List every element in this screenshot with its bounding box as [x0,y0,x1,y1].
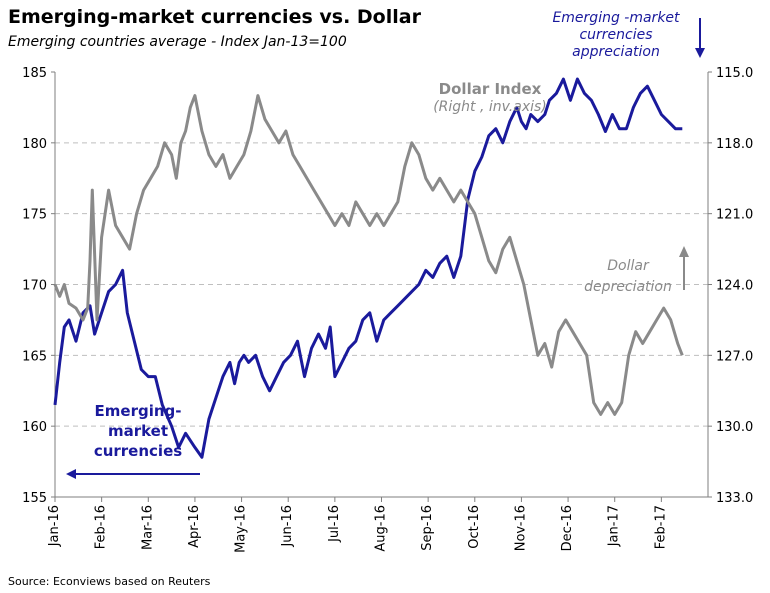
y-axis-left-ticks: 155 160 165 170 175 180 185 [22,66,55,506]
x-tick-label: Feb-16 [94,505,109,549]
chart-title: Emerging-market currencies vs. Dollar [8,6,421,28]
x-tick-label: Aug-16 [374,505,389,552]
y-right-tick-label: 115.0 [716,66,753,81]
source-note: Source: Econviews based on Reuters [8,575,211,588]
annotation-line: Emerging- [94,402,182,420]
annotation-line: market [107,422,169,440]
annotation-arrows [66,18,705,479]
y-left-tick-label: 180 [22,137,47,152]
dollar-index-sublabel: (Right , inv.axis) [433,99,547,115]
y-right-tick-label: 127.0 [716,349,753,364]
y-right-tick-label: 133.0 [716,491,753,506]
x-tick-label: May-16 [234,505,249,553]
annotation-line: Emerging -market [552,10,680,26]
x-tick-label: Feb-17 [653,505,668,549]
y-axis-right-ticks: 115.0 118.0 121.0 124.0 127.0 130.0 133.0 [708,66,753,506]
dollar-depreciation-annotation: Dollar depreciation [572,256,684,298]
annotation-line: depreciation [584,279,672,295]
x-tick-label: Jan-16 [47,505,62,547]
y-left-tick-label: 185 [22,66,47,81]
y-left-tick-label: 170 [22,279,47,294]
y-right-tick-label: 130.0 [716,420,753,435]
series-line-dollar-index [53,94,684,416]
em-currencies-arrowhead [66,469,76,479]
annotation-line: currencies [93,442,183,460]
x-tick-label: Jun-16 [280,505,295,548]
y-left-tick-label: 160 [22,420,47,435]
annotation-line: currencies [579,27,653,43]
y-right-tick-label: 124.0 [716,279,753,294]
chart-subtitle: Emerging countries average - Index Jan-1… [8,34,347,50]
x-tick-label: Dec-16 [560,505,575,551]
dollar-depreciation-arrowhead [679,246,689,257]
x-tick-label: Sep-16 [420,505,435,551]
y-right-tick-label: 121.0 [716,208,753,223]
x-tick-label: Jan-17 [607,505,622,547]
y-right-tick-label: 118.0 [716,137,753,152]
series-line-em-currencies [53,77,683,459]
series-lines [53,77,684,459]
em-appreciation-annotation: Emerging -market currencies appreciation [548,10,684,61]
y-left-tick-label: 175 [22,208,47,223]
dollar-index-label: Dollar Index [438,80,542,98]
annotation-line: Dollar [607,258,649,274]
x-tick-label: Oct-16 [467,505,482,549]
x-tick-label: Mar-16 [140,505,155,550]
x-tick-label: Apr-16 [187,505,202,548]
y-left-tick-label: 155 [22,491,47,506]
em-appreciation-arrowhead [695,48,705,58]
x-tick-label: Nov-16 [513,505,528,551]
x-axis-ticks: Jan-16 Feb-16 Mar-16 Apr-16 May-16 Jun-16 Jul-… [47,497,668,553]
em-currencies-label: Emerging- market currencies [78,401,198,461]
y-left-tick-label: 165 [22,349,47,364]
annotation-line: appreciation [572,44,660,60]
x-tick-label: Jul-16 [327,505,342,543]
